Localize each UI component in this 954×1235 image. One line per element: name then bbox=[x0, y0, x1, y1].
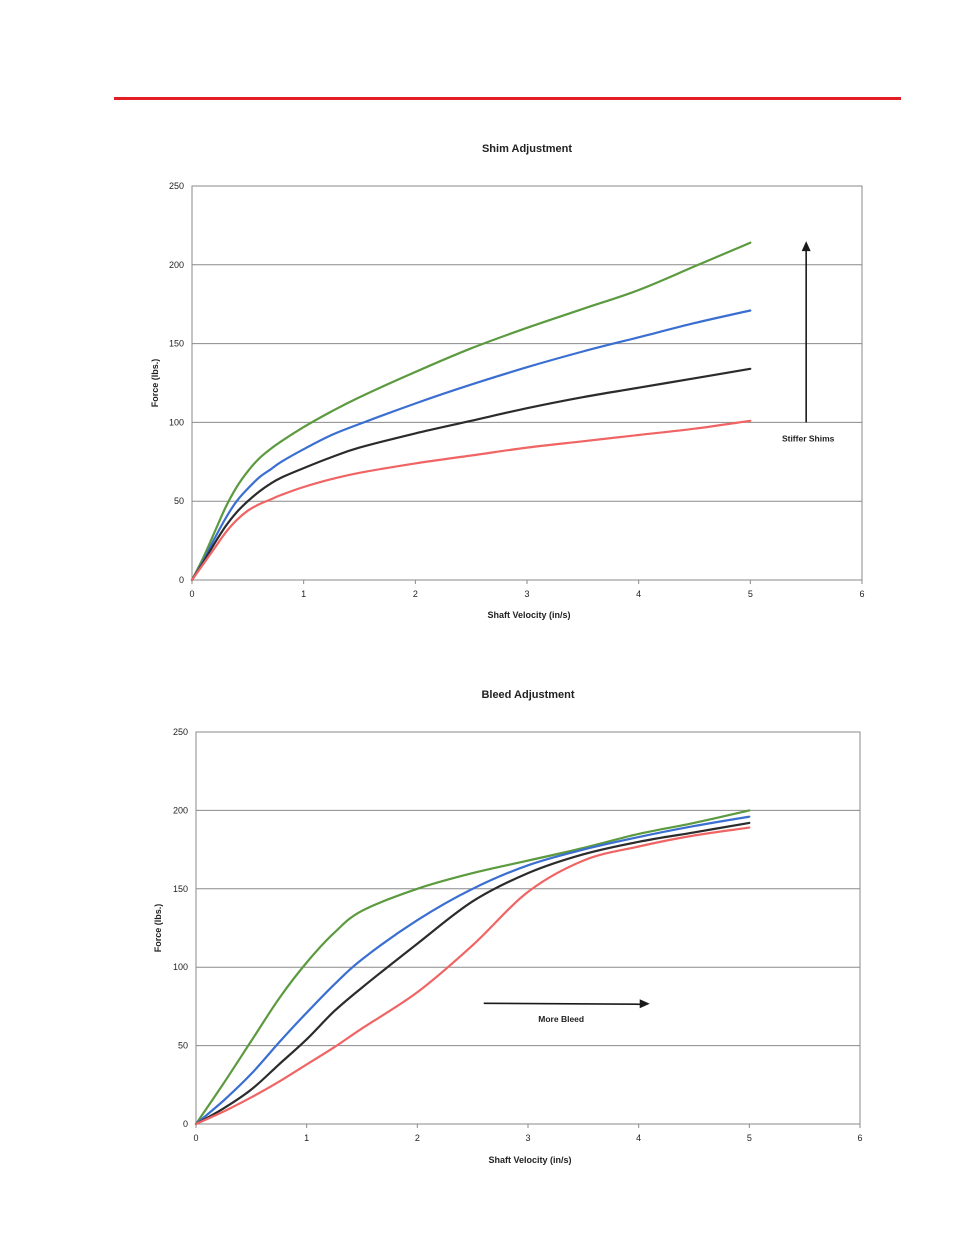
series-line-green bbox=[194, 809, 751, 1126]
series-line-red bbox=[194, 826, 751, 1126]
y-tick-label: 150 bbox=[173, 884, 188, 894]
x-tick-label: 0 bbox=[193, 1133, 198, 1143]
y-tick-label: 250 bbox=[169, 181, 184, 191]
annotation-label: Stiffer Shims bbox=[782, 433, 835, 443]
chart-title: Bleed Adjustment bbox=[481, 689, 574, 701]
x-tick-label: 2 bbox=[413, 589, 418, 599]
x-axis-label: Shaft Velocity (in/s) bbox=[488, 1155, 571, 1165]
y-tick-label: 250 bbox=[173, 727, 188, 737]
annotation-arrow-head-icon bbox=[801, 241, 811, 252]
series-line-black bbox=[190, 367, 752, 582]
bleed-adjustment-chart: 0 50 100 150 200 250 0 1 2 3 4 5 6 Bleed Adjustment Sh… bbox=[153, 689, 863, 1165]
x-tick-label: 2 bbox=[415, 1133, 420, 1143]
chart-title: Shim Adjustment bbox=[482, 143, 572, 155]
x-tick-label: 6 bbox=[857, 1133, 862, 1143]
series-line-red bbox=[190, 419, 752, 582]
y-tick-label: 150 bbox=[169, 339, 184, 349]
y-axis-label: Force (lbs.) bbox=[150, 359, 160, 408]
series-line-blue bbox=[194, 815, 751, 1126]
y-axis-label: Force (lbs.) bbox=[153, 904, 163, 953]
y-tick-label: 200 bbox=[169, 260, 184, 270]
shim-adjustment-chart: 0 50 100 150 200 250 0 1 2 3 4 5 6 Shim Adjustment Sha… bbox=[150, 143, 865, 620]
y-tick-label: 0 bbox=[179, 575, 184, 585]
x-tick-label: 6 bbox=[859, 589, 864, 599]
x-tick-label: 4 bbox=[636, 589, 641, 599]
y-tick-label: 50 bbox=[174, 496, 184, 506]
x-tick-label: 0 bbox=[189, 589, 194, 599]
x-tick-label: 1 bbox=[304, 1133, 309, 1143]
annotation-arrow-head-icon bbox=[639, 999, 650, 1009]
y-tick-label: 100 bbox=[173, 962, 188, 972]
x-axis-label: Shaft Velocity (in/s) bbox=[487, 610, 570, 620]
plot-frame bbox=[191, 185, 863, 581]
y-tick-label: 200 bbox=[173, 805, 188, 815]
x-tick-label: 1 bbox=[301, 589, 306, 599]
x-tick-label: 3 bbox=[525, 1133, 530, 1143]
series-line-blue bbox=[190, 309, 752, 582]
x-tick-label: 4 bbox=[636, 1133, 641, 1143]
annotation-arrow-shaft bbox=[483, 1002, 641, 1006]
y-tick-label: 100 bbox=[169, 417, 184, 427]
x-tick-label: 3 bbox=[524, 589, 529, 599]
y-tick-label: 50 bbox=[178, 1041, 188, 1051]
y-tick-label: 0 bbox=[183, 1119, 188, 1129]
annotation-label: More Bleed bbox=[538, 1014, 584, 1024]
plot-frame bbox=[195, 731, 861, 1125]
header-red-rule bbox=[114, 97, 901, 100]
series-line-green bbox=[190, 241, 752, 582]
series-line-black bbox=[194, 821, 751, 1126]
x-tick-label: 5 bbox=[747, 1133, 752, 1143]
x-tick-label: 5 bbox=[748, 589, 753, 599]
